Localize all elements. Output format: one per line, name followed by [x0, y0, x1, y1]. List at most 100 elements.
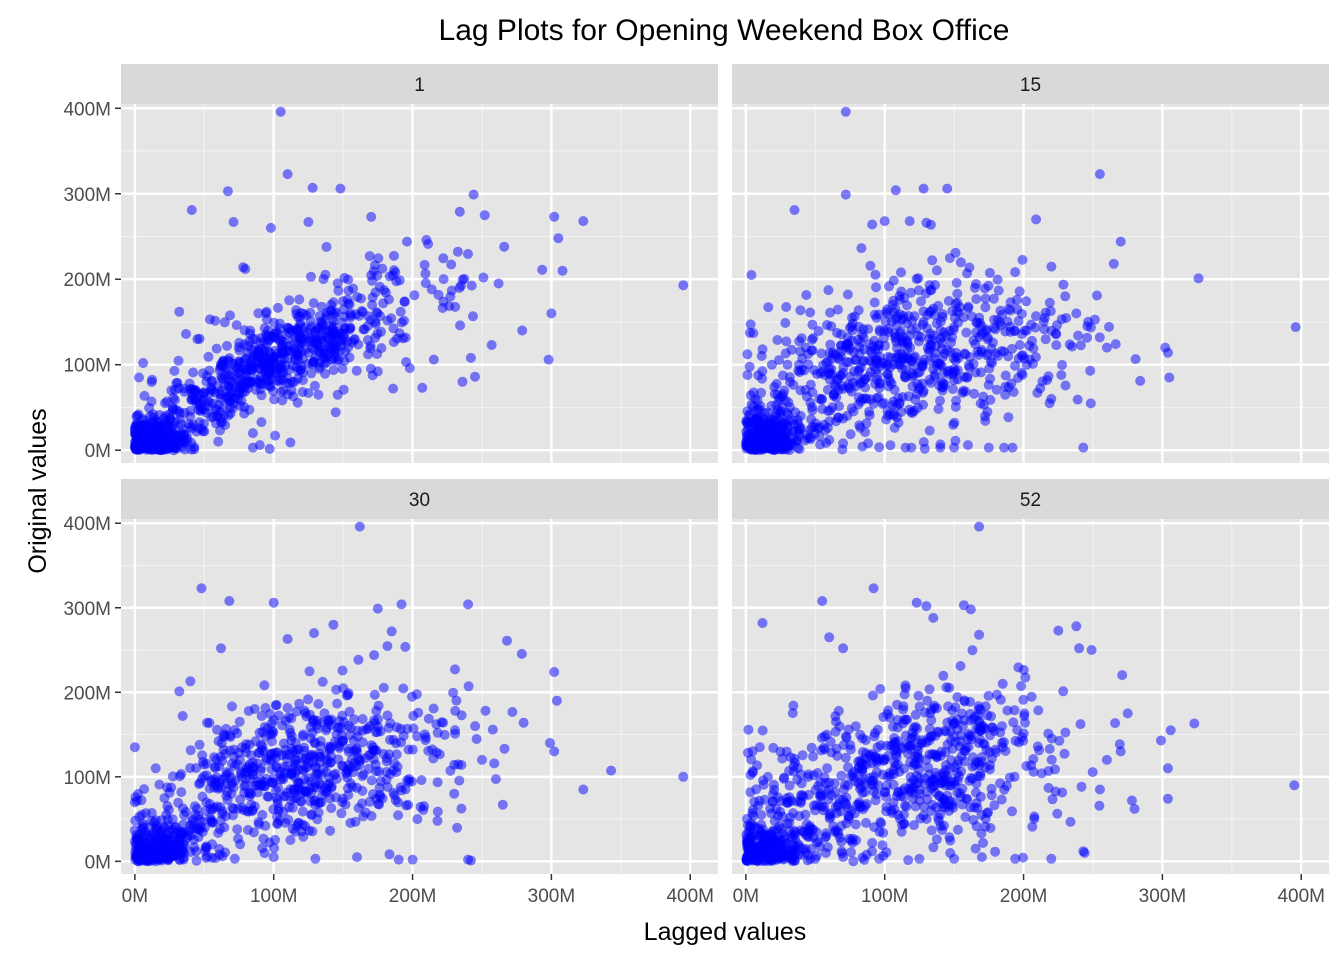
data-point [745, 787, 756, 798]
data-point [399, 296, 410, 307]
data-point [1010, 853, 1021, 864]
data-point [795, 410, 806, 421]
data-point [927, 255, 938, 266]
data-point [456, 760, 467, 770]
data-point [326, 782, 337, 793]
data-point [328, 365, 339, 376]
data-point [1086, 645, 1097, 655]
data-point [995, 694, 1006, 705]
data-point [213, 736, 224, 747]
data-point [767, 423, 778, 434]
y-tick-label: 100M [63, 768, 111, 789]
data-point [167, 814, 178, 825]
data-point [946, 337, 957, 348]
data-point [1040, 334, 1051, 345]
data-point [271, 762, 282, 773]
data-point [924, 735, 935, 746]
data-point [1076, 781, 1087, 792]
data-point [741, 426, 752, 437]
data-point [228, 217, 239, 227]
data-point [1289, 780, 1300, 791]
data-point [285, 437, 296, 448]
data-point [790, 757, 800, 768]
data-point [239, 339, 250, 350]
data-point [756, 810, 767, 820]
data-point [775, 839, 786, 850]
data-point [899, 372, 910, 383]
data-point [981, 324, 992, 335]
data-point [755, 420, 766, 431]
data-point [907, 315, 918, 326]
data-point [318, 764, 329, 775]
data-point [805, 307, 816, 318]
data-point [204, 717, 215, 728]
data-point [879, 216, 890, 227]
data-point [888, 765, 899, 775]
data-point [232, 824, 243, 835]
data-point [364, 251, 375, 262]
data-point [129, 742, 140, 753]
data-point [176, 787, 187, 798]
data-point [1006, 378, 1017, 389]
data-point [170, 395, 180, 405]
data-point [980, 415, 991, 426]
data-point [848, 347, 859, 358]
data-point [1051, 340, 1062, 351]
data-point [213, 436, 224, 447]
data-point [162, 801, 173, 811]
data-point [185, 411, 196, 422]
data-point [833, 799, 844, 810]
data-point [543, 354, 554, 365]
data-point [222, 340, 232, 351]
data-point [289, 376, 300, 387]
data-point [296, 333, 307, 344]
data-point [1010, 360, 1020, 371]
data-point [260, 731, 271, 742]
x-tick-label: 0M [733, 886, 759, 907]
facet-panel-lag-52: 52 0M 100M 200M 300M 400M [732, 479, 1329, 907]
data-point [240, 774, 251, 784]
data-point [1072, 394, 1083, 405]
data-point [229, 853, 240, 864]
data-point [784, 780, 795, 791]
data-point [807, 319, 818, 330]
data-point [259, 848, 270, 859]
data-point [276, 386, 287, 397]
data-point [307, 826, 318, 837]
data-point [382, 782, 393, 792]
data-point [167, 771, 178, 782]
data-point [983, 807, 994, 818]
data-point [820, 777, 831, 788]
data-point [285, 835, 296, 845]
data-point [357, 714, 368, 724]
data-point [286, 769, 297, 780]
data-point [973, 724, 984, 735]
data-point [772, 335, 783, 345]
data-point [393, 810, 404, 821]
data-point [965, 604, 976, 615]
data-point [267, 725, 278, 736]
data-point [900, 442, 911, 453]
data-point [393, 854, 404, 865]
data-point [1071, 621, 1082, 632]
data-point [951, 395, 962, 406]
data-point [457, 376, 468, 387]
data-point [477, 754, 487, 765]
data-point [997, 721, 1007, 732]
data-point [777, 753, 788, 764]
facet-panels: 10M100M200M300M400M15300M100M200M300M400… [63, 64, 1329, 907]
data-point [497, 799, 508, 810]
data-point [372, 727, 383, 737]
data-point [858, 324, 869, 335]
data-point [438, 253, 449, 264]
data-point [223, 355, 233, 366]
data-point [232, 376, 243, 387]
data-point [817, 366, 828, 377]
data-point [846, 805, 857, 816]
data-point [931, 265, 942, 276]
data-point [869, 297, 880, 308]
data-point [1162, 347, 1173, 358]
data-point [983, 380, 994, 390]
